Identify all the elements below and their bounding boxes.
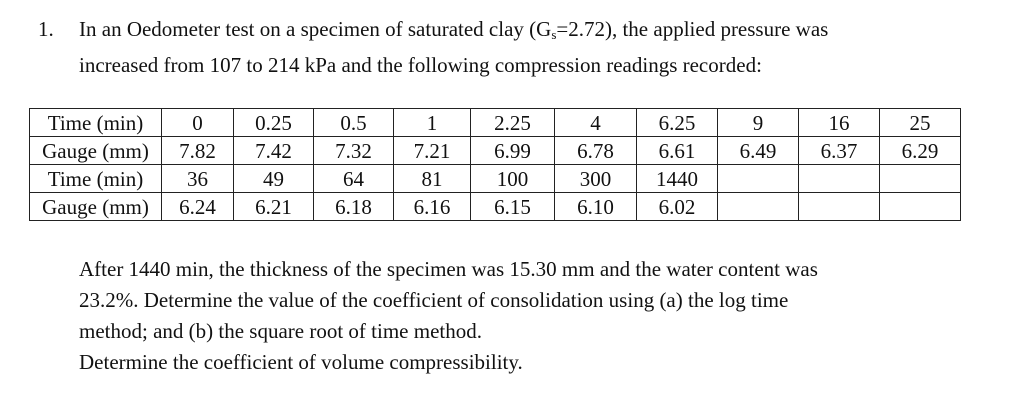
table-cell: 9 bbox=[717, 108, 799, 137]
table-cell bbox=[879, 164, 961, 193]
table-cell: 6.02 bbox=[636, 192, 718, 221]
table-cell: 300 bbox=[554, 164, 637, 193]
specific-gravity-subscript: s bbox=[551, 27, 557, 42]
table-cell: 6.29 bbox=[879, 136, 961, 165]
question-number: 1. bbox=[38, 17, 54, 41]
table-cell: 2.25 bbox=[470, 108, 555, 137]
table-cell bbox=[798, 192, 880, 221]
after-line-1: After 1440 min, the thickness of the spe… bbox=[79, 257, 818, 281]
table-row: Time (min) 36 49 64 81 100 300 1440 bbox=[29, 164, 961, 193]
row-label: Gauge (mm) bbox=[29, 192, 162, 221]
table-cell: 6.49 bbox=[717, 136, 799, 165]
question-intro: 1. In an Oedometer test on a specimen of… bbox=[38, 14, 998, 80]
table-cell: 7.42 bbox=[233, 136, 314, 165]
table-cell: 6.78 bbox=[554, 136, 637, 165]
after-line-2: 23.2%. Determine the value of the coeffi… bbox=[79, 288, 789, 312]
table-cell: 1 bbox=[393, 108, 471, 137]
table-cell: 6.15 bbox=[470, 192, 555, 221]
table-cell bbox=[717, 192, 799, 221]
intro-line-1-pre: In an Oedometer test on a specimen of sa… bbox=[79, 17, 552, 41]
intro-line-1: In an Oedometer test on a specimen of sa… bbox=[79, 14, 998, 50]
intro-line-1-post: =2.72), the applied pressure was bbox=[556, 17, 829, 41]
row-label: Time (min) bbox=[29, 108, 162, 137]
table-row: Time (min) 0 0.25 0.5 1 2.25 4 6.25 9 16 25 bbox=[29, 108, 961, 137]
table-cell: 6.16 bbox=[393, 192, 471, 221]
table-cell: 49 bbox=[233, 164, 314, 193]
table-cell: 64 bbox=[313, 164, 394, 193]
table-cell bbox=[717, 164, 799, 193]
table-cell: 16 bbox=[798, 108, 880, 137]
table-cell: 7.21 bbox=[393, 136, 471, 165]
row-label: Time (min) bbox=[29, 164, 162, 193]
after-test-paragraph: After 1440 min, the thickness of the spe… bbox=[79, 254, 979, 378]
table-cell: 6.18 bbox=[313, 192, 394, 221]
table-cell: 6.99 bbox=[470, 136, 555, 165]
table-cell: 6.25 bbox=[636, 108, 718, 137]
table-cell bbox=[879, 192, 961, 221]
table-cell: 7.32 bbox=[313, 136, 394, 165]
table-cell: 100 bbox=[470, 164, 555, 193]
table-cell: 0.5 bbox=[313, 108, 394, 137]
table-cell: 7.82 bbox=[161, 136, 234, 165]
table-cell bbox=[798, 164, 880, 193]
compression-readings-table: Time (min) 0 0.25 0.5 1 2.25 4 6.25 9 16 25 Gauge (… bbox=[29, 108, 961, 221]
problem-statement: 1. In an Oedometer test on a specimen of… bbox=[38, 14, 998, 80]
after-line-3: method; and (b) the square root of time … bbox=[79, 319, 482, 343]
table-row: Gauge (mm) 6.24 6.21 6.18 6.16 6.15 6.10 6.02 bbox=[29, 192, 961, 221]
table-cell: 4 bbox=[554, 108, 637, 137]
table-cell: 6.10 bbox=[554, 192, 637, 221]
table-cell: 36 bbox=[161, 164, 234, 193]
table-cell: 81 bbox=[393, 164, 471, 193]
table-cell: 6.21 bbox=[233, 192, 314, 221]
table-cell: 1440 bbox=[636, 164, 718, 193]
table-cell: 6.37 bbox=[798, 136, 880, 165]
table-cell: 0 bbox=[161, 108, 234, 137]
table-row: Gauge (mm) 7.82 7.42 7.32 7.21 6.99 6.78 6.61 6.… bbox=[29, 136, 961, 165]
table-cell: 0.25 bbox=[233, 108, 314, 137]
after-line-4: Determine the coefficient of volume comp… bbox=[79, 350, 523, 374]
table-cell: 6.24 bbox=[161, 192, 234, 221]
table-cell: 25 bbox=[879, 108, 961, 137]
intro-line-2: increased from 107 to 214 kPa and the fo… bbox=[79, 53, 762, 77]
table-cell: 6.61 bbox=[636, 136, 718, 165]
row-label: Gauge (mm) bbox=[29, 136, 162, 165]
